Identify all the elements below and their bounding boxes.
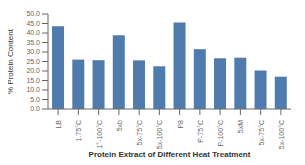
svg-text:5xM: 5xM (237, 120, 244, 133)
svg-text:P-100°C: P-100°C (217, 120, 224, 147)
svg-text:20.0: 20.0 (26, 67, 40, 74)
svg-text:50.0: 50.0 (26, 10, 40, 17)
svg-text:5x-100°C: 5x-100°C (156, 120, 163, 149)
svg-text:5x-75°C: 5x-75°C (258, 120, 265, 145)
svg-text:P-75°C: P-75°C (197, 120, 204, 143)
svg-text:25.0: 25.0 (26, 58, 40, 65)
svg-text:5x-100°C: 5x-100°C (278, 120, 285, 149)
svg-text:5x-75°C: 5x-75°C (136, 120, 143, 145)
svg-text:15.0: 15.0 (26, 77, 40, 84)
svg-text:LB: LB (55, 120, 62, 129)
svg-text:Protein Extract of Different H: Protein Extract of Different Heat Treatm… (89, 150, 251, 157)
svg-text:30.0: 30.0 (26, 48, 40, 55)
svg-text:5.0: 5.0 (30, 96, 40, 103)
svg-text:10.0: 10.0 (26, 86, 40, 93)
svg-text:1°-100°C: 1°-100°C (96, 120, 103, 149)
svg-text:35.0: 35.0 (26, 39, 40, 46)
svg-text:40.0: 40.0 (26, 29, 40, 36)
svg-text:P8: P8 (177, 120, 184, 129)
svg-text:1.75°C: 1.75°C (75, 120, 82, 141)
svg-text:5xb: 5xb (116, 120, 123, 131)
svg-text:45.0: 45.0 (26, 20, 40, 27)
svg-text:0.0: 0.0 (30, 105, 40, 112)
svg-text:% Protein Content: % Protein Content (8, 28, 15, 94)
